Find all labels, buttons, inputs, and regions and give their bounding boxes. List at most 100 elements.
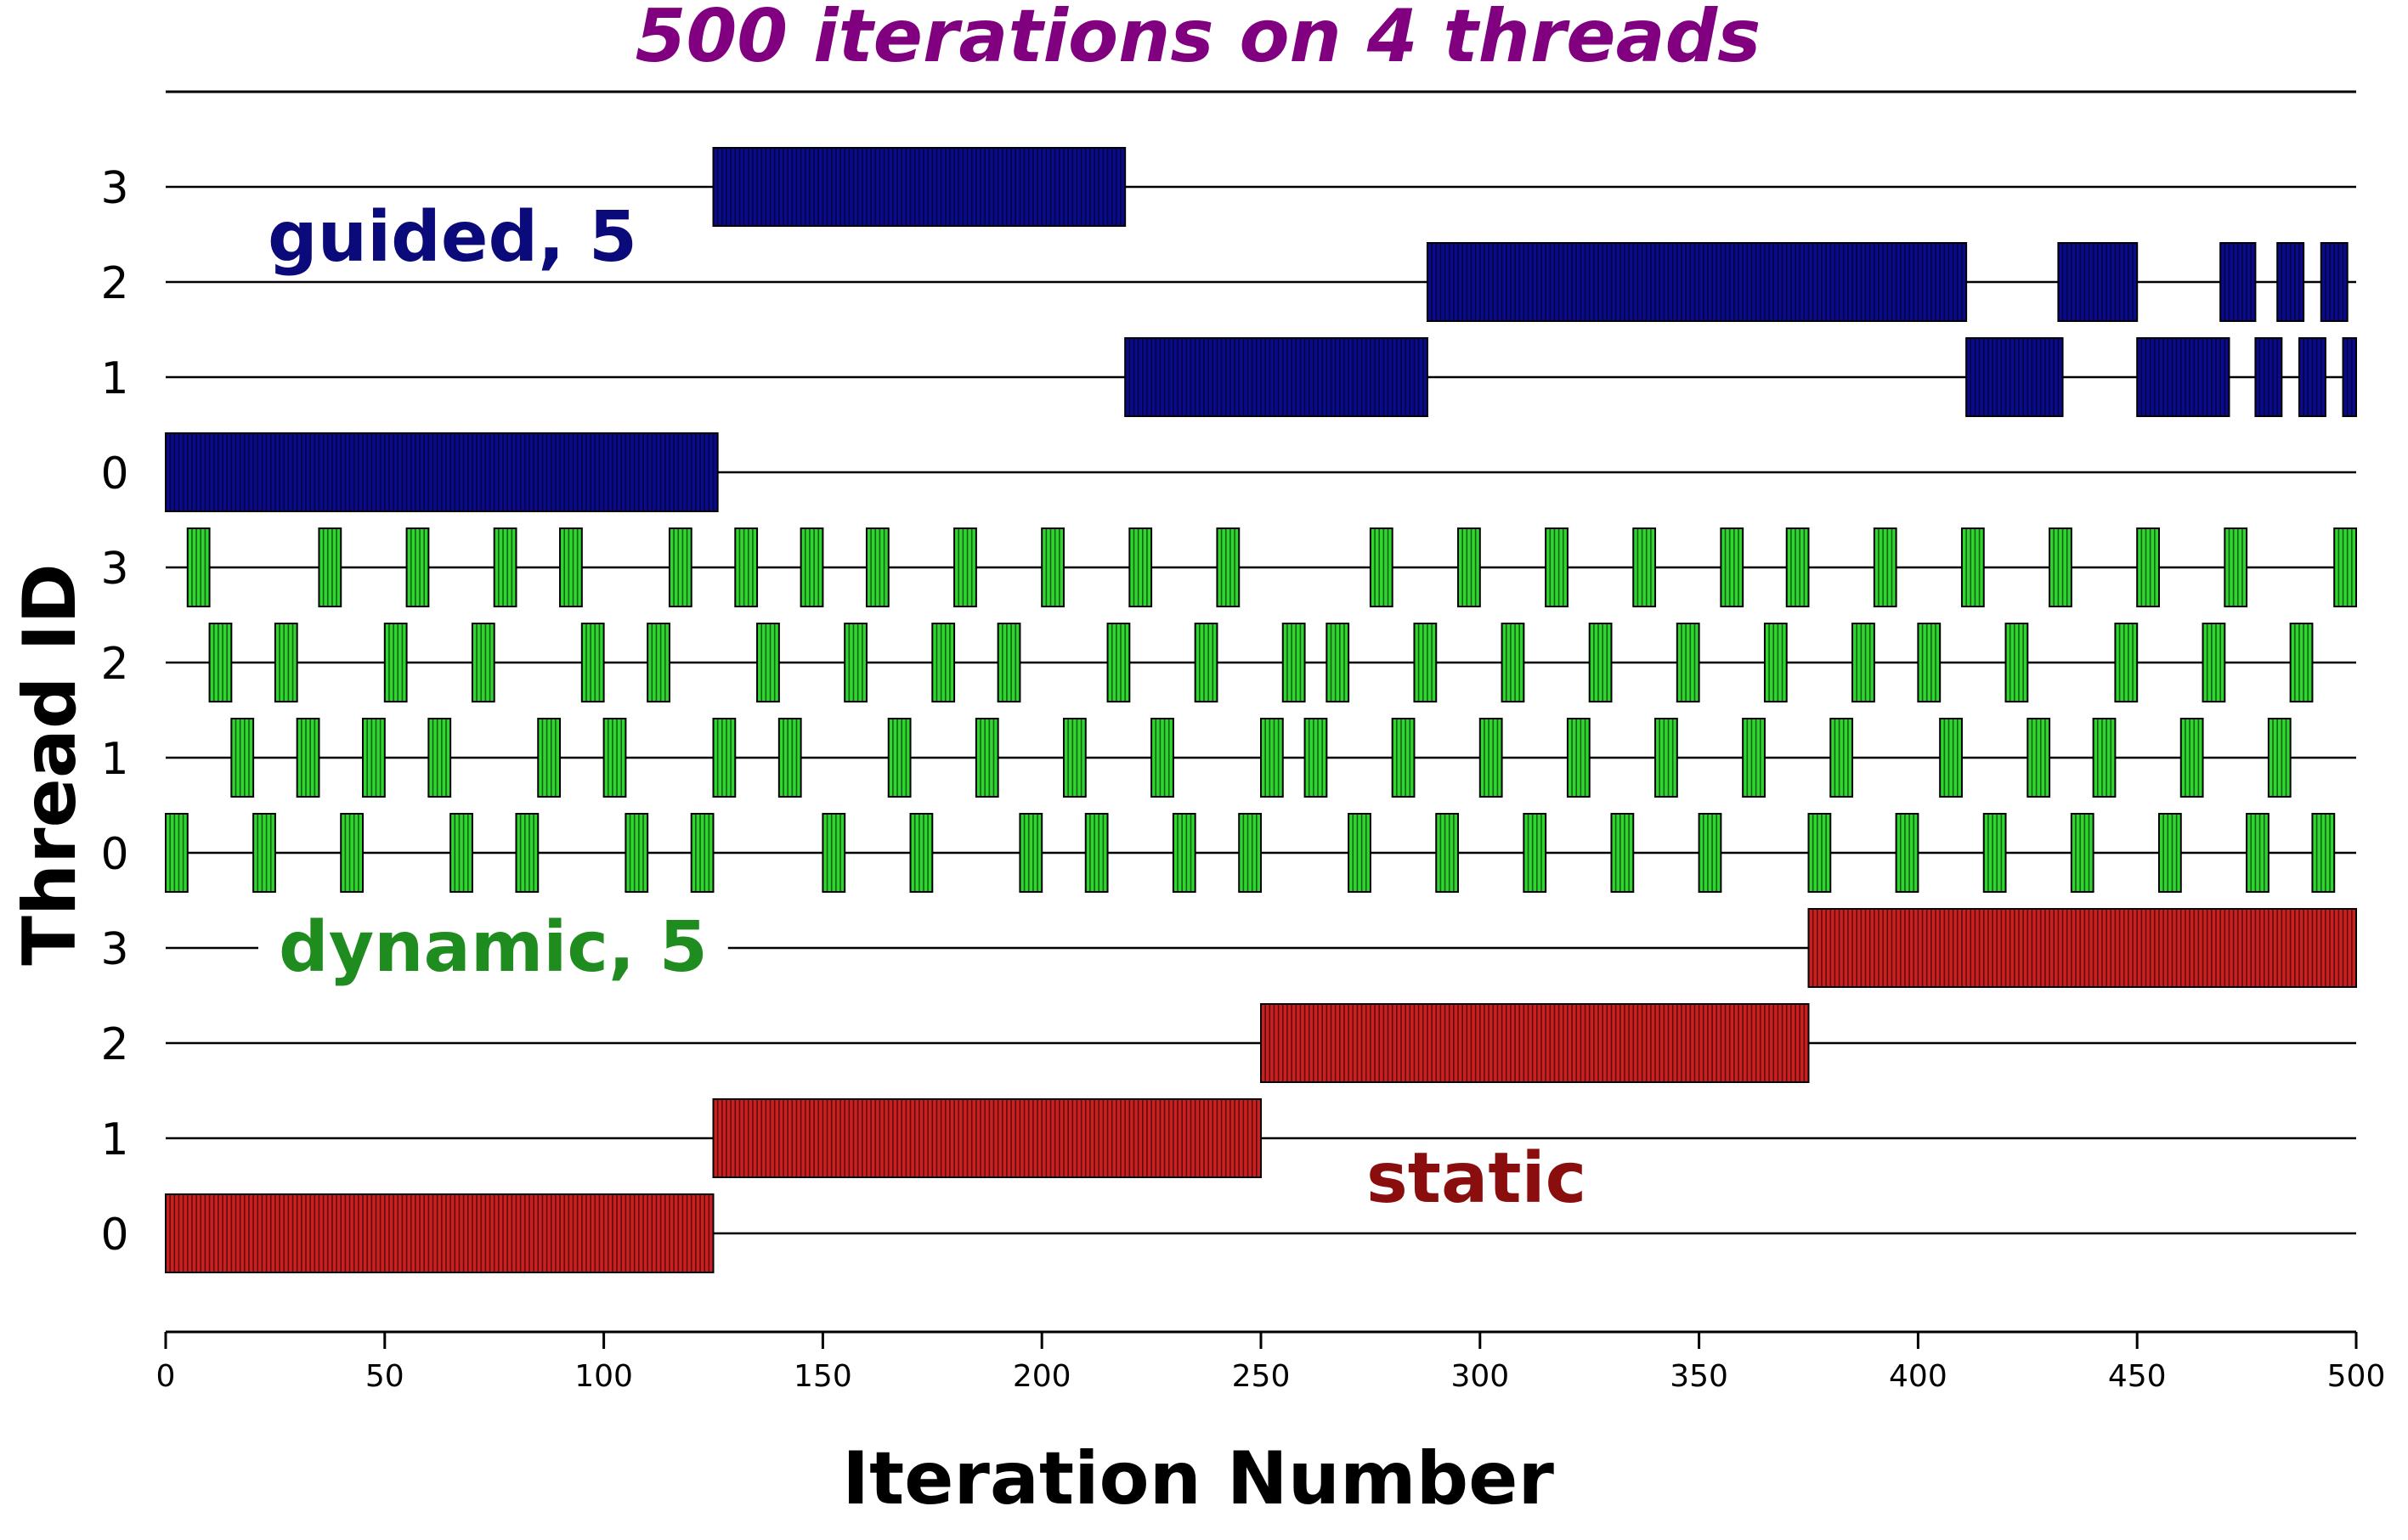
y-tick-label: 0 (100, 448, 128, 499)
dynamic-chunk-bar (2246, 813, 2270, 893)
thread-row-dynamic-3: 3 (100, 527, 2357, 607)
y-tick-label: 3 (100, 163, 128, 214)
dynamic-chunk-bar (515, 813, 540, 893)
dynamic-chunk-bar (2136, 527, 2160, 607)
dynamic-chunk-bar (1501, 623, 1525, 702)
static-chunk-bar (1807, 908, 2357, 988)
y-tick-label: 3 (100, 924, 128, 975)
thread-row-dynamic-0: 0 (100, 813, 2356, 893)
chart-title: 500 iterations on 4 threads (636, 0, 1761, 79)
dynamic-chunk-bar (2157, 813, 2182, 893)
dynamic-chunk-bar (1829, 718, 1854, 798)
dynamic-chunk-bar (2289, 623, 2314, 702)
dynamic-chunk-bar (1281, 623, 1306, 702)
y-tick-label: 1 (100, 734, 128, 785)
dynamic-chunk-bar (537, 718, 562, 798)
dynamic-chunk-bar (756, 623, 780, 702)
dynamic-annotation: dynamic, 5 (279, 907, 708, 988)
guided-chunk-bar (1426, 242, 1968, 322)
dynamic-chunk-bar (1676, 623, 1700, 702)
dynamic-chunk-bar (296, 718, 320, 798)
static-chunk-bar (165, 1193, 715, 1273)
y-tick-label: 0 (100, 829, 128, 880)
dynamic-annotation-background (258, 904, 728, 991)
dynamic-chunk-bar (362, 718, 386, 798)
dynamic-chunk-bar (1106, 623, 1131, 702)
dynamic-chunk-bar (1413, 623, 1438, 702)
dynamic-chunk-bar (230, 718, 255, 798)
dynamic-chunk-bar (1348, 813, 1371, 893)
x-axis: 0 50 100 150 200 250 300 350 400 450 500 (156, 1330, 2386, 1394)
dynamic-chunk-bar (493, 527, 517, 607)
dynamic-chunk-bar (1698, 813, 1722, 893)
dynamic-chunk-bar (712, 718, 737, 798)
guided-chunk-bar (2342, 337, 2357, 417)
dynamic-chunk-bar (1523, 813, 1547, 893)
dynamic-chunk-bar (383, 623, 408, 702)
dynamic-chunk-bar (2026, 718, 2051, 798)
dynamic-chunk-bar (2179, 718, 2204, 798)
thread-row-static-2: 2 (100, 1003, 2356, 1083)
static-annotation: static (1366, 1138, 1586, 1219)
guided-annotation: guided, 5 (268, 197, 637, 278)
y-tick-label: 0 (100, 1210, 128, 1261)
x-tick-label: 450 (2108, 1359, 2167, 1394)
dynamic-chunk-bar (1019, 813, 1043, 893)
dynamic-chunk-bar (1785, 527, 1810, 607)
dynamic-chunk-bar (2004, 623, 2029, 702)
x-axis-label: Iteration Number (842, 1436, 1554, 1521)
dynamic-chunk-bar (1150, 718, 1174, 798)
dynamic-chunk-bar (1632, 527, 1657, 607)
dynamic-chunk-bar (887, 718, 912, 798)
thread-row-guided-3: 3 (100, 147, 2356, 227)
dynamic-chunk-bar (1610, 813, 1635, 893)
static-chunk-bar (1260, 1003, 1810, 1083)
dynamic-chunk-bar (1873, 527, 1897, 607)
dynamic-chunk-bar (2311, 813, 2336, 893)
dynamic-chunk-bar (1895, 813, 1919, 893)
dynamic-chunk-bar (427, 718, 452, 798)
thread-row-static-0: 0 (100, 1193, 2356, 1273)
dynamic-chunk-bar (975, 718, 999, 798)
thread-row-static-1: 1 (100, 1098, 2356, 1178)
dynamic-chunk-bar (777, 718, 802, 798)
thread-row-dynamic-1: 1 (100, 718, 2356, 798)
thread-row-guided-0: 0 (100, 432, 2356, 512)
dynamic-chunk-bar (1588, 623, 1613, 702)
thread-row-guided-2: 2 (100, 242, 2356, 322)
dynamic-chunk-bar (1062, 718, 1087, 798)
x-tick-label: 500 (2327, 1359, 2386, 1394)
x-tick-label: 200 (1013, 1359, 1071, 1394)
dynamic-chunk-bar (625, 813, 649, 893)
x-tick-label: 0 (156, 1359, 176, 1394)
dynamic-chunk-bar (2267, 718, 2292, 798)
dynamic-chunk-bar (931, 623, 956, 702)
dynamic-chunk-bar (1084, 813, 1109, 893)
dynamic-chunk-bar (318, 527, 342, 607)
y-tick-label: 2 (100, 639, 128, 690)
dynamic-chunk-bar (602, 718, 627, 798)
dynamic-chunk-bar (1939, 718, 1963, 798)
dynamic-chunk-bar (1303, 718, 1328, 798)
x-tick-label: 250 (1232, 1359, 1291, 1394)
dynamic-chunk-bar (909, 813, 934, 893)
thread-row-guided-1: 1 (100, 337, 2357, 417)
dynamic-chunk-bar (1172, 813, 1196, 893)
dynamic-chunk-bar (1238, 813, 1262, 893)
dynamic-chunk-bar (1566, 718, 1591, 798)
guided-chunk-bar (1124, 337, 1428, 417)
thread-rows: 3 2 1 0 3 2 1 0 3 2 1 0 (100, 147, 2357, 1273)
dynamic-chunk-bar (2092, 718, 2117, 798)
x-tick-label: 350 (1670, 1359, 1728, 1394)
dynamic-chunk-bar (1260, 718, 1284, 798)
dynamic-chunk-bar (559, 527, 583, 607)
dynamic-chunk-bar (1128, 527, 1153, 607)
x-tick-label: 150 (794, 1359, 852, 1394)
dynamic-chunk-bar (734, 527, 759, 607)
x-tick-label: 300 (1450, 1359, 1509, 1394)
x-tick-label: 400 (1889, 1359, 1947, 1394)
dynamic-chunk-bar (1369, 527, 1393, 607)
x-tick-label: 100 (574, 1359, 633, 1394)
dynamic-chunk-bar (1917, 623, 1942, 702)
thread-row-dynamic-2: 2 (100, 623, 2356, 702)
